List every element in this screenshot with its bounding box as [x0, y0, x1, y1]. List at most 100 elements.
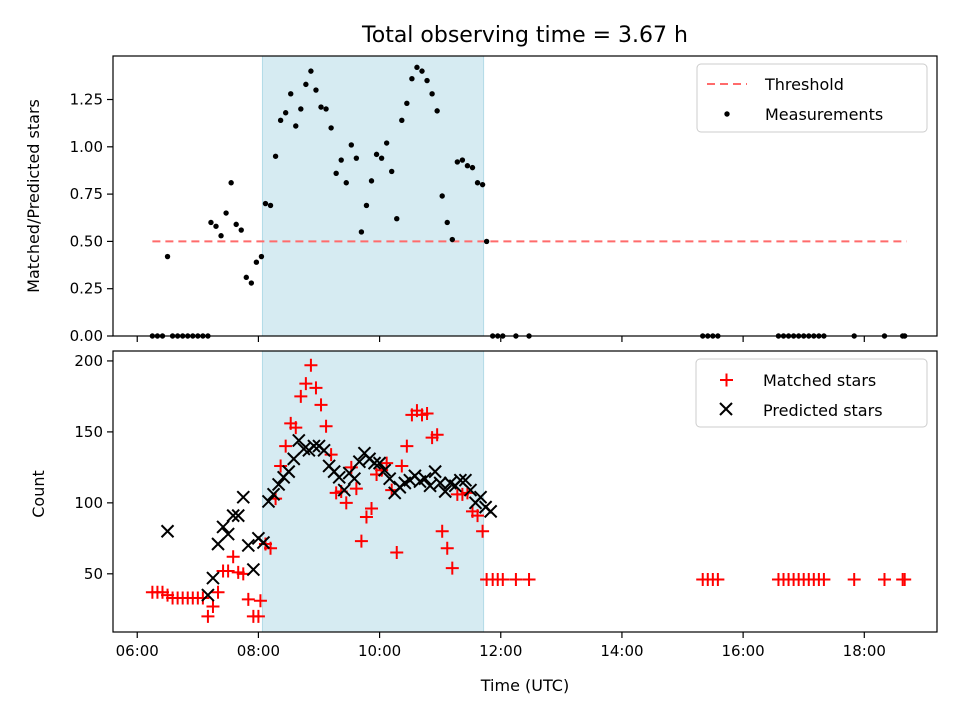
measurement-point [233, 221, 239, 228]
predicted-star-marker [458, 473, 473, 487]
matched-star-marker [201, 609, 215, 623]
x-tick-label: 12:00 [479, 642, 522, 660]
measurement-point [208, 219, 214, 226]
legend-predicted-swatch [719, 402, 733, 416]
predicted-star-marker [423, 479, 437, 493]
matched-star-marker [400, 439, 414, 453]
measurement-point [313, 87, 319, 93]
predicted-star-marker [382, 472, 397, 486]
measurement-point [419, 68, 425, 74]
predicted-star-marker [307, 439, 321, 453]
predicted-star-marker [433, 476, 447, 490]
y-tick-label: 150 [74, 423, 103, 441]
top-legend-box [696, 63, 928, 133]
matched-star-marker [226, 550, 240, 564]
x-tick-label: 18:00 [843, 642, 886, 660]
measurement-point [483, 238, 490, 245]
matched-star-marker [324, 448, 338, 462]
measurement-point [267, 202, 274, 209]
matched-star-marker [877, 572, 891, 586]
predicted-star-marker [337, 483, 351, 497]
measurement-point [277, 117, 284, 124]
matched-star-marker [279, 439, 293, 453]
predicted-star-marker [281, 464, 296, 479]
measurement-point [298, 106, 304, 112]
matched-star-marker [430, 428, 444, 442]
predicted-star-marker [241, 538, 256, 553]
top-panel: 0.00 0.25 0.50 0.75 1.00 1.25 Matched/Predict… [24, 55, 938, 345]
matched-star-marker [339, 496, 353, 510]
predicted-star-marker [367, 456, 382, 470]
predicted-star-marker [297, 442, 311, 456]
y-tick-label: 0.00 [70, 327, 103, 345]
matched-star-marker [847, 572, 861, 586]
measurement-point [414, 64, 420, 71]
matched-star-marker [251, 609, 265, 623]
measurement-point [348, 142, 355, 148]
matched-star-marker [221, 564, 235, 578]
x-tick-label: 16:00 [722, 642, 765, 660]
top-y-axis-label: Matched/Predicted stars [24, 99, 43, 293]
measurement-point [373, 151, 380, 158]
measurement-point [303, 81, 309, 88]
y-tick-label: 200 [74, 352, 103, 370]
predicted-star-marker [201, 588, 215, 602]
y-tick-label: 1.00 [70, 138, 103, 156]
matched-star-marker [522, 572, 536, 586]
legend-matched-swatch [720, 373, 733, 387]
measurement-point [253, 259, 260, 265]
measurement-point [454, 159, 461, 165]
predicted-star-marker [317, 443, 331, 458]
measurement-point [383, 140, 390, 146]
predicted-star-marker [256, 535, 271, 550]
matched-star-marker [309, 381, 323, 395]
predicted-star-marker [287, 452, 301, 466]
measurement-point [409, 76, 415, 82]
y-tick-label: 100 [74, 494, 103, 512]
matched-star-marker [496, 572, 510, 586]
predicted-star-marker [236, 490, 250, 504]
measurement-point [213, 223, 219, 229]
measurement-point [293, 123, 299, 129]
predicted-star-marker [211, 537, 225, 551]
measurement-point [394, 216, 400, 222]
matched-star-marker [354, 534, 368, 548]
matched-star-marker [420, 406, 434, 420]
measurement-point [272, 153, 279, 159]
measurement-point [424, 77, 430, 84]
matched-star-marker [236, 567, 250, 581]
top-x-ticks [136, 336, 865, 342]
x-tick-label: 10:00 [358, 642, 401, 660]
top-highlight-span [261, 55, 485, 337]
measurement-point [404, 100, 410, 106]
matched-star-marker [476, 524, 490, 538]
measurement-point [323, 106, 329, 112]
measurement-point [243, 274, 249, 281]
x-tick-label: 14:00 [600, 642, 643, 660]
figure-title: Total observing time = 3.67 h [361, 23, 688, 48]
bottom-y-axis-label: Count [29, 470, 48, 518]
predicted-star-marker [372, 456, 387, 470]
predicted-star-marker [418, 472, 432, 486]
predicted-star-marker [483, 504, 498, 519]
predicted-star-marker [292, 433, 306, 448]
bottom-legend: Matched stars Predicted stars [695, 358, 928, 428]
measurement-point [399, 117, 405, 124]
measurement-point [439, 193, 445, 199]
legend-predicted-label: Predicted stars [763, 401, 883, 420]
predicted-star-marker [453, 473, 468, 487]
measurement-point [449, 236, 455, 243]
predicted-star-marker [221, 527, 235, 541]
measurement-point [258, 253, 265, 260]
x-axis-label: Time (UTC) [480, 676, 569, 695]
matched-star-marker [471, 509, 485, 523]
matched-star-marker [509, 572, 523, 586]
bottom-x-ticks: 06:00 08:00 10:00 12:00 14:00 16:00 18:00 [116, 632, 886, 660]
predicted-star-marker [438, 484, 452, 499]
measurement-point [262, 200, 269, 207]
matched-star-marker [314, 398, 328, 412]
measurement-point [328, 125, 334, 131]
bottom-axes-frame [112, 350, 938, 633]
matched-star-marker [898, 572, 912, 586]
matched-star-marker [365, 502, 379, 516]
